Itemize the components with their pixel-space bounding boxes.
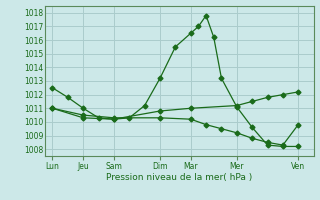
X-axis label: Pression niveau de la mer( hPa ): Pression niveau de la mer( hPa ) <box>106 173 252 182</box>
